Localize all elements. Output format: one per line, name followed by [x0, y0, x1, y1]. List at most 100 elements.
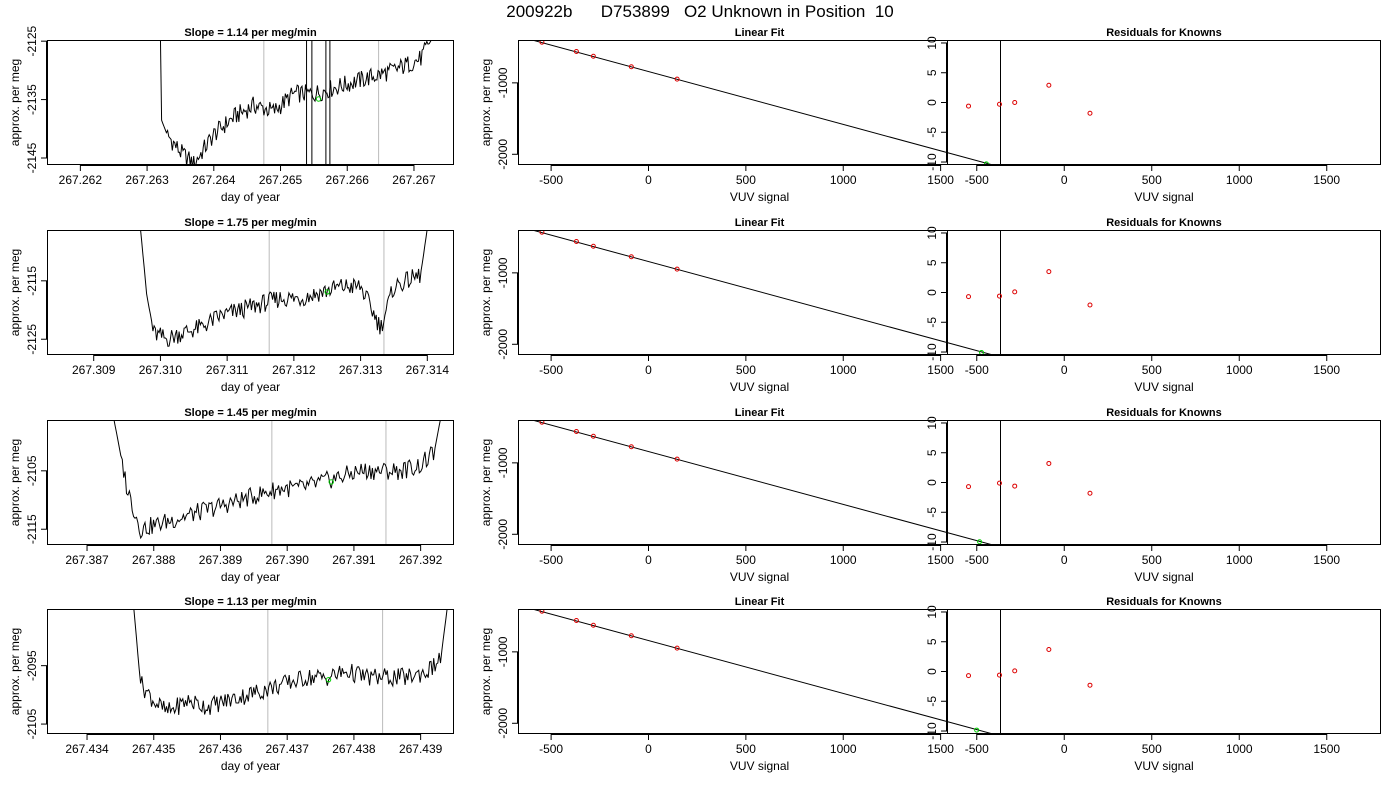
residual-point: [1046, 646, 1052, 652]
y-tick-label: -2105: [25, 455, 39, 486]
series-line: [159, 40, 432, 165]
x-tick-label: 267.264: [192, 173, 236, 187]
x-axis-label: VUV signal: [730, 570, 789, 584]
x-tick-label: 267.262: [59, 173, 103, 187]
x-axis-label: VUV signal: [730, 380, 789, 394]
residual-point: [1087, 682, 1093, 688]
y-tick-label: -5: [925, 696, 939, 707]
residual-point: [1012, 668, 1018, 674]
y-tick-label: -10: [925, 153, 939, 171]
unknown-mean-point: [324, 289, 330, 295]
y-axis-label: approx. per meg: [479, 439, 493, 526]
x-tick-label: 267.437: [266, 742, 310, 756]
y-tick-label: 10: [925, 605, 939, 619]
known-point: [674, 645, 680, 651]
known-point: [590, 433, 596, 439]
x-tick-label: 267.388: [132, 553, 176, 567]
panel-timeseries-row-0: Slope = 1.14 per meg/min 267.262 267.263 26…: [8, 26, 454, 204]
panel-title: Slope = 1.14 per meg/min: [184, 27, 317, 39]
known-point: [573, 429, 579, 434]
x-tick-label: 267.266: [326, 173, 370, 187]
known-point: [674, 76, 680, 82]
unknown-mean-point: [325, 676, 332, 683]
x-axis-label: day of year: [221, 190, 280, 204]
x-tick-label: 1500: [1313, 363, 1340, 377]
y-axis-label: approx. per meg: [8, 628, 22, 715]
x-tick-label: 0: [1061, 742, 1068, 756]
x-tick-label: 0: [645, 742, 652, 756]
x-tick-label: 267.438: [332, 742, 376, 756]
x-tick-label: 500: [736, 553, 756, 567]
y-tick-label: -2145: [25, 142, 39, 173]
panel-residuals-row-0: Residuals for Knowns -500 0 500 1000 1500 10 5 0…: [925, 27, 1381, 204]
known-point: [674, 456, 680, 462]
x-tick-label: 267.387: [65, 553, 109, 567]
residual-point: [997, 293, 1002, 299]
residual-point: [1012, 289, 1018, 295]
residual-point: [1087, 110, 1093, 116]
series-line: [113, 420, 441, 540]
residual-point: [997, 480, 1002, 486]
series-line: [140, 230, 428, 347]
known-point: [628, 254, 634, 260]
panel-title: Linear Fit: [735, 596, 785, 608]
plot-area: [159, 40, 432, 165]
x-tick-label: 500: [1142, 742, 1162, 756]
residual-point: [1012, 483, 1018, 489]
x-tick-label: 1500: [927, 363, 954, 377]
x-axis-label: day of year: [221, 380, 280, 394]
y-tick-label: -5: [925, 317, 939, 328]
panel-residuals-row-3: Residuals for Knowns -500 0 500 1000 1500 10 5 0…: [925, 596, 1381, 773]
panel-title: Residuals for Knowns: [1106, 27, 1222, 39]
figure-title: 200922b D753899 O2 Unknown in Position 1…: [506, 2, 894, 21]
x-tick-label: 1500: [1313, 173, 1340, 187]
residual-point: [1087, 302, 1093, 308]
plot-frame: [47, 420, 454, 545]
x-tick-label: 267.263: [125, 173, 169, 187]
residual-point: [966, 673, 972, 679]
unknown-point: [977, 539, 983, 545]
known-point: [573, 618, 579, 623]
y-tick-label: -10: [925, 343, 939, 361]
x-tick-label: 0: [1061, 553, 1068, 567]
x-tick-label: -500: [965, 742, 989, 756]
x-tick-label: 267.267: [392, 173, 436, 187]
x-tick-label: -500: [539, 363, 563, 377]
plot-frame: [518, 420, 1001, 545]
x-tick-label: 267.313: [339, 363, 383, 377]
x-tick-label: 1000: [830, 173, 857, 187]
plot-area: [113, 420, 441, 545]
y-axis-label: approx. per meg: [8, 249, 22, 336]
panel-linear-fit-row-1: Linear Fit -500 0 500 1000 1500 -1000 -2000 VUV …: [479, 217, 1001, 394]
panel-timeseries-row-3: Slope = 1.13 per meg/min 267.434 267.435 26…: [8, 596, 454, 773]
plot-area: [530, 420, 995, 545]
known-point: [628, 633, 634, 639]
known-point: [590, 53, 596, 59]
plot-area: [966, 460, 1093, 496]
panel-title: Residuals for Knowns: [1106, 596, 1222, 608]
y-tick-label: 5: [925, 69, 939, 76]
y-tick-label: -2115: [25, 266, 39, 296]
x-axis-label: VUV signal: [730, 759, 789, 773]
plot-frame: [47, 609, 454, 734]
x-tick-label: 267.389: [199, 553, 243, 567]
known-point: [628, 64, 634, 70]
residual-point: [997, 672, 1002, 678]
residual-point: [1087, 490, 1093, 496]
fit-line: [530, 40, 995, 165]
plot-frame: [518, 609, 1001, 734]
panel-title: Slope = 1.45 per meg/min: [184, 407, 317, 419]
known-point: [573, 239, 579, 244]
known-point: [590, 622, 596, 628]
y-tick-label: -1000: [496, 447, 510, 478]
fit-line: [530, 609, 995, 734]
x-tick-label: -500: [965, 553, 989, 567]
x-tick-label: 267.390: [266, 553, 310, 567]
y-tick-label: 10: [925, 416, 939, 430]
panel-timeseries-row-2: Slope = 1.45 per meg/min 267.387 267.388 26…: [8, 407, 454, 584]
panel-residuals-row-1: Residuals for Knowns -500 0 500 1000 1500 10 5 0…: [925, 217, 1381, 394]
panel-title: Residuals for Knowns: [1106, 217, 1222, 229]
plot-area: [966, 269, 1093, 308]
x-tick-label: 0: [1061, 363, 1068, 377]
y-tick-label: -5: [925, 507, 939, 518]
